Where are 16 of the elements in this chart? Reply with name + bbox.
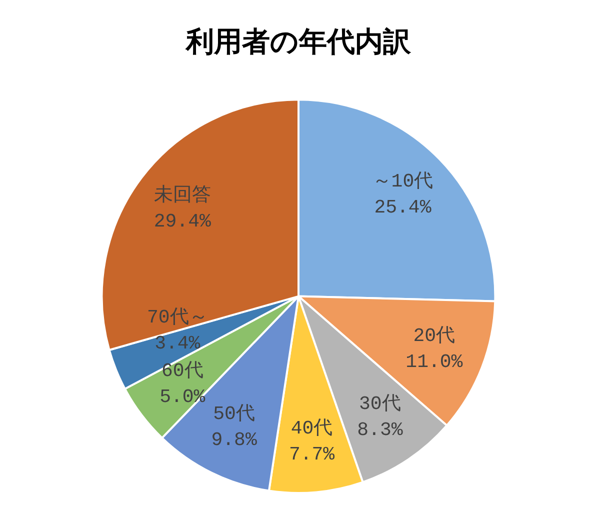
data-label: 3.4% [154,332,201,355]
data-label: 29.4% [154,210,212,233]
data-label: 11.0% [406,351,464,374]
slice-label: 20代 [413,325,456,348]
data-label: 8.3% [357,418,404,441]
slice-label: 40代 [290,417,333,440]
data-label: 7.7% [288,443,336,466]
data-label: 25.4% [374,196,432,219]
slice-label: 30代 [359,392,401,415]
data-label: 9.8% [211,428,258,451]
slice-label: ～10代 [372,170,434,193]
slice-label: 未回答 [154,184,211,207]
slice-label: 60代 [161,360,204,382]
chart-title: 利用者の年代内訳 [185,25,412,58]
slice-label: 70代～ [146,306,208,329]
slice-label: 50代 [213,402,255,425]
